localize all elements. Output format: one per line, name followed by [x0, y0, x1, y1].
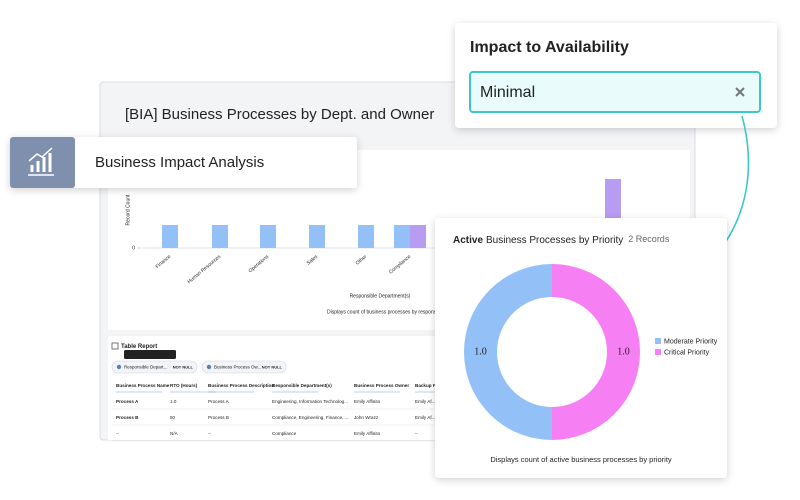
slice-label: 1.0 [474, 346, 487, 357]
table-cell: Emily Af... [415, 415, 435, 420]
chart-title: Active Business Processes by Priority 2 Re… [453, 234, 670, 245]
bar [212, 225, 228, 248]
filter-chip[interactable] [201, 360, 287, 374]
title-text: Business Processes by Priority [486, 235, 623, 246]
bar [394, 225, 410, 248]
table-cell: Process A [116, 399, 139, 404]
column-header: Responsible Department(s) [272, 383, 332, 388]
y-tick-label: 0 [132, 245, 135, 251]
column-header: Business Process Name [116, 383, 170, 388]
bia-card[interactable]: Business Impact Analysis [10, 137, 357, 188]
tooltip-bg [124, 350, 176, 359]
table-cell: -- [208, 431, 212, 436]
donut-card: Active Business Processes by Priority 2 Re… [435, 218, 727, 478]
table-cell: Process B [208, 415, 229, 420]
filter-title: Impact to Availability [470, 39, 629, 56]
table-cell: Emily Affinito [354, 399, 381, 404]
bar [260, 225, 276, 248]
record-count: 2 Records [628, 234, 670, 244]
column-header: Business Process Owner [354, 383, 409, 388]
table-cell: Process B [116, 415, 139, 420]
table-cell: Compliance [272, 431, 297, 436]
chip-condition: NOT NULL [173, 365, 194, 370]
legend-swatch [655, 349, 661, 355]
chip-icon [116, 364, 122, 370]
bar [358, 225, 374, 248]
x-axis-label: Responsible Department(s) [350, 293, 411, 299]
chip-condition: NOT NULL [262, 365, 283, 370]
table-icon [111, 342, 119, 350]
column-header: Backup Pr... [415, 383, 441, 388]
table-cell: Compliance, Engineering, Finance, ... [272, 415, 349, 420]
column-header: Business Process Description [208, 383, 274, 388]
panel-title: [BIA] Business Processes by Dept. and Ow… [125, 106, 434, 123]
donut-slice [552, 264, 640, 440]
legend-label: Critical Priority [664, 349, 710, 356]
table-cell: Emily Affinito [354, 431, 381, 436]
legend-swatch [655, 338, 661, 344]
bar [309, 225, 325, 248]
filter-input[interactable] [469, 71, 761, 113]
y-axis-label: Record Count [125, 194, 131, 225]
column-header: RTO (Hours) [170, 383, 198, 388]
title-prefix: Active [453, 235, 483, 246]
chart-caption: Displays count of business processes by … [327, 309, 457, 315]
table-cell: Engineering, Information Technolog... [272, 399, 348, 404]
table-cell: N/A [170, 431, 179, 436]
chip-field: Responsible Depart... [124, 365, 167, 370]
chip-icon [206, 364, 212, 370]
card-label: Business Impact Analysis [95, 154, 264, 171]
filter-chip[interactable] [111, 360, 198, 374]
table-cell: 50 [170, 415, 176, 420]
slice-label: 1.0 [617, 346, 630, 357]
bar [162, 225, 178, 248]
table-title: Table Report [121, 344, 157, 350]
table-cell: -- [415, 431, 419, 436]
donut-slice [464, 264, 552, 440]
filter-card: Impact to Availability Minimal [455, 23, 777, 128]
chip-field: Business Process Ow... [214, 365, 261, 370]
bar [410, 225, 426, 248]
table-cell: Emily Af... [415, 399, 435, 404]
filter-value: Minimal [480, 84, 535, 101]
table-cell: John Wrazz [354, 415, 379, 420]
table-cell: -- [116, 431, 120, 436]
card-bg [10, 137, 357, 188]
tooltip: Responsible Department(s) [126, 352, 175, 357]
table-cell: 1.0 [170, 399, 177, 404]
table-cell: Process A [208, 399, 230, 404]
chart-caption: Displays count of active business proces… [490, 455, 672, 464]
chart-icon [28, 147, 54, 176]
legend-label: Moderate Priority [664, 338, 718, 345]
clear-icon[interactable] [735, 87, 745, 97]
